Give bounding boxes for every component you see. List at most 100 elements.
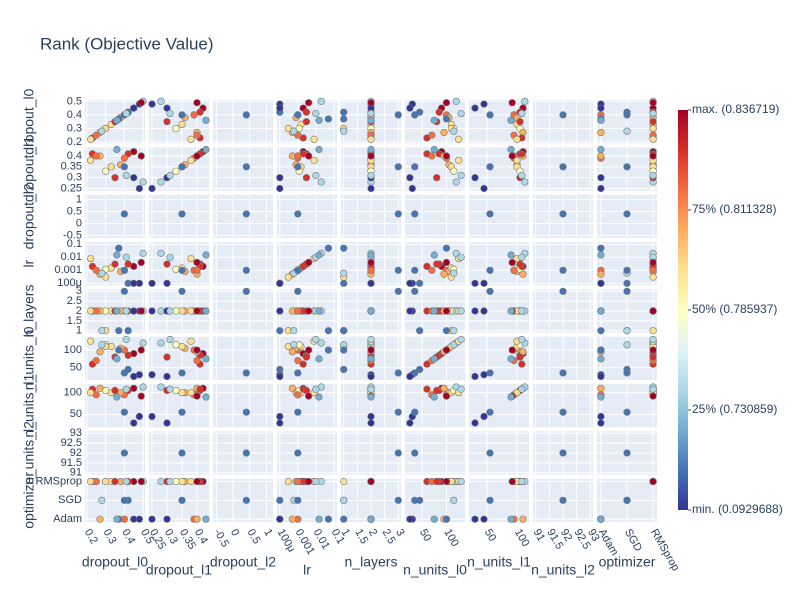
y-axis-title: n_units_l1 <box>21 374 37 438</box>
trial-point <box>242 369 250 377</box>
trial-point <box>649 152 657 160</box>
y-tick-label: 1 <box>76 325 82 337</box>
trial-point <box>486 111 494 119</box>
trial-point <box>623 163 631 171</box>
trial-point <box>202 251 210 259</box>
trial-point <box>276 279 284 287</box>
trial-point <box>166 171 174 180</box>
trial-point <box>340 365 348 374</box>
trial-point <box>178 449 186 457</box>
y-tick-label: 1 <box>76 193 82 205</box>
trial-point <box>98 327 106 335</box>
trial-point <box>120 449 128 457</box>
trial-point <box>120 210 128 218</box>
trial-point <box>92 266 100 274</box>
trial-point <box>433 174 441 182</box>
trial-point <box>649 109 657 118</box>
trial-point <box>597 145 605 154</box>
trial-point <box>202 355 210 363</box>
trial-point <box>305 346 313 354</box>
trial-point <box>340 115 348 123</box>
trial-point <box>513 135 521 143</box>
trial-point <box>137 477 145 486</box>
x-tick-label: 1 <box>339 527 352 538</box>
trial-point <box>597 412 605 421</box>
trial-point <box>442 152 451 160</box>
trial-point <box>649 346 657 354</box>
trial-point <box>394 210 402 218</box>
trial-point <box>416 327 424 335</box>
trial-point <box>122 477 130 486</box>
x-tick-label: 0 <box>228 527 241 538</box>
trial-point <box>172 124 180 133</box>
trial-point <box>507 307 515 315</box>
trial-point <box>486 449 494 457</box>
trial-point <box>406 279 414 287</box>
trial-point <box>450 127 458 135</box>
trial-point <box>305 477 313 486</box>
trial-point <box>122 307 130 315</box>
trial-point <box>597 307 605 315</box>
trial-point <box>597 251 605 259</box>
trial-point <box>455 156 463 164</box>
trial-point <box>113 393 121 401</box>
trial-point <box>113 116 121 124</box>
trial-point <box>130 104 138 112</box>
x-tick-label: 0.3 <box>101 527 119 546</box>
trial-point <box>120 154 128 162</box>
trial-point <box>559 449 567 457</box>
y-axis-title: optimizer <box>21 472 37 529</box>
trial-point <box>120 287 128 295</box>
trial-point <box>471 104 479 112</box>
trial-point <box>623 287 631 295</box>
trial-point <box>480 515 488 523</box>
trial-point <box>276 412 284 421</box>
trial-point <box>340 127 348 135</box>
trial-point <box>507 145 515 154</box>
trial-point <box>187 254 195 263</box>
trial-point <box>480 184 488 193</box>
trial-point <box>394 266 402 274</box>
trial-point <box>597 384 605 392</box>
trial-point <box>157 97 165 105</box>
trial-point <box>367 355 375 363</box>
trial-point <box>202 116 210 124</box>
trial-point <box>457 335 465 344</box>
trial-point <box>486 266 494 274</box>
trial-point <box>367 145 375 154</box>
y-tick-label: 100 <box>64 387 82 399</box>
trial-point <box>649 124 657 133</box>
trial-point <box>284 477 292 486</box>
trial-point <box>130 307 138 315</box>
trial-point <box>166 253 174 261</box>
trial-point <box>276 184 284 193</box>
trial-point <box>597 419 605 427</box>
cell-background <box>213 194 273 238</box>
trial-point <box>452 97 460 105</box>
trial-point <box>457 171 465 180</box>
trial-point <box>457 307 465 315</box>
trial-point <box>367 385 375 393</box>
trial-point <box>196 385 204 393</box>
trial-point <box>163 118 171 126</box>
x-tick-label: -0.5 <box>211 527 231 549</box>
trial-point <box>290 327 298 335</box>
trial-point <box>305 152 313 160</box>
x-axis-title: lr <box>303 562 311 578</box>
x-axis-title: dropout_l0 <box>82 554 148 570</box>
colorbar-label: max. (0.836719) <box>692 102 779 116</box>
y-tick-label: 0.4 <box>67 109 82 121</box>
trial-point <box>623 279 631 287</box>
trial-point <box>324 346 333 354</box>
trial-point <box>111 477 119 486</box>
trial-point <box>202 393 210 401</box>
trial-point <box>340 108 348 116</box>
trial-point <box>312 335 320 344</box>
trial-point <box>242 210 250 218</box>
trial-point <box>367 184 375 193</box>
y-tick-label: 92 <box>70 447 82 459</box>
trial-point <box>518 150 526 158</box>
trial-point <box>137 99 145 107</box>
trial-point <box>411 266 419 274</box>
